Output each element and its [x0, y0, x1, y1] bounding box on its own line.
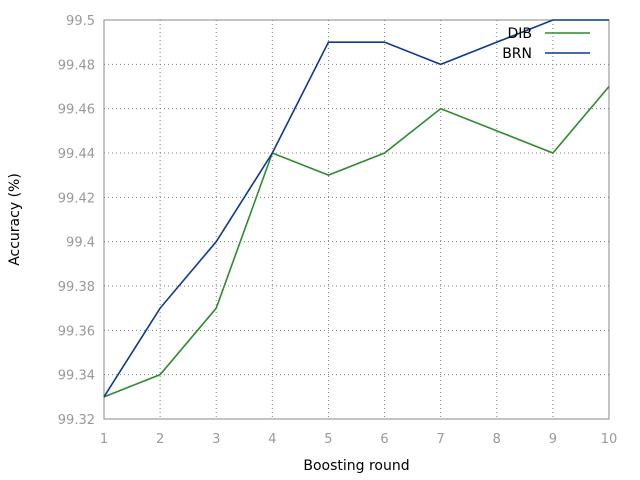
x-tick-label: 7 — [437, 432, 445, 447]
y-tick-label: 99.4 — [66, 236, 95, 251]
y-tick-label: 99.5 — [66, 14, 95, 29]
x-tick-label: 5 — [324, 432, 332, 447]
plot-frame — [103, 19, 610, 420]
x-axis-title: Boosting round — [303, 458, 409, 474]
grid — [103, 19, 610, 420]
y-tick-label: 99.42 — [58, 191, 95, 206]
series-line-dib — [103, 85, 610, 398]
y-tick-label: 99.32 — [58, 413, 95, 428]
x-axis-ticks: 1 2 3 4 5 6 7 8 9 10 — [100, 432, 617, 447]
x-tick-label: 2 — [156, 432, 164, 447]
legend: DIB BRN — [502, 26, 590, 62]
y-tick-label: 99.38 — [58, 280, 95, 295]
x-tick-label: 4 — [268, 432, 276, 447]
y-axis-title: Accuracy (%) — [7, 173, 23, 266]
x-tick-label: 1 — [100, 432, 108, 447]
y-tick-label: 99.34 — [58, 369, 95, 384]
y-tick-label: 99.46 — [58, 103, 95, 118]
y-tick-label: 99.48 — [58, 58, 95, 73]
series-line-brn — [103, 19, 609, 398]
legend-label: BRN — [502, 46, 532, 62]
x-tick-label: 9 — [549, 432, 557, 447]
legend-label: DIB — [507, 26, 532, 42]
x-tick-label: 6 — [380, 432, 388, 447]
x-tick-label: 10 — [601, 432, 618, 447]
y-tick-label: 99.44 — [58, 147, 95, 162]
x-tick-label: 3 — [212, 432, 220, 447]
y-tick-label: 99.36 — [58, 324, 95, 339]
y-axis-ticks: 99.32 99.34 99.36 99.38 99.4 99.42 99.44 99.46 9… — [58, 14, 95, 428]
x-tick-label: 8 — [493, 432, 501, 447]
series-group — [103, 19, 610, 398]
